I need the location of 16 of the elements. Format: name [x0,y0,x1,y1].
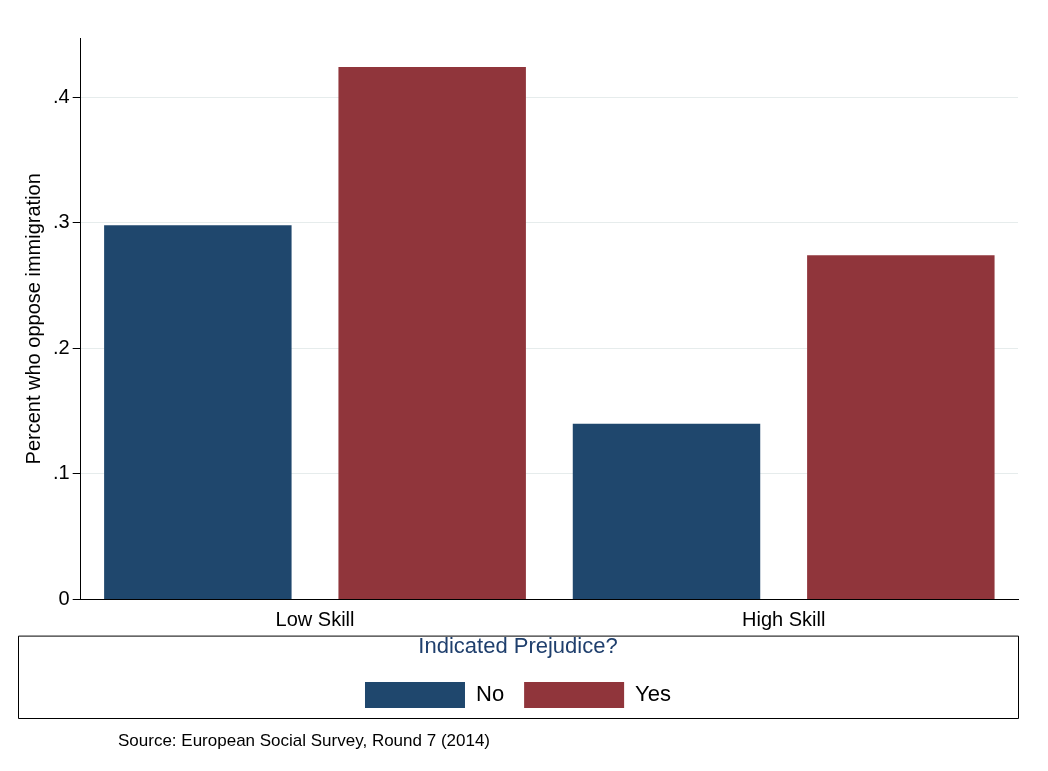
bar [338,66,526,600]
y-tick-label: .2 [52,335,70,358]
y-tick-label: .4 [52,84,70,107]
y-tick-label: 0 [58,587,70,610]
source-note: Source: European Social Survey, Round 7 (2014) [118,731,491,751]
x-tick-label: Low Skill [275,608,355,631]
x-tick-label: High Skill [741,608,826,631]
bar [572,423,761,600]
y-tick-label: .3 [52,210,70,233]
legend-title: Indicated Prejudice? [418,632,618,658]
bar [104,225,292,600]
y-tick-label: .1 [52,461,70,484]
legend-label: Yes [635,681,672,707]
legend-label: No [475,681,505,707]
y-axis-title: Percent who oppose immigration [21,173,44,465]
bar [807,255,995,600]
